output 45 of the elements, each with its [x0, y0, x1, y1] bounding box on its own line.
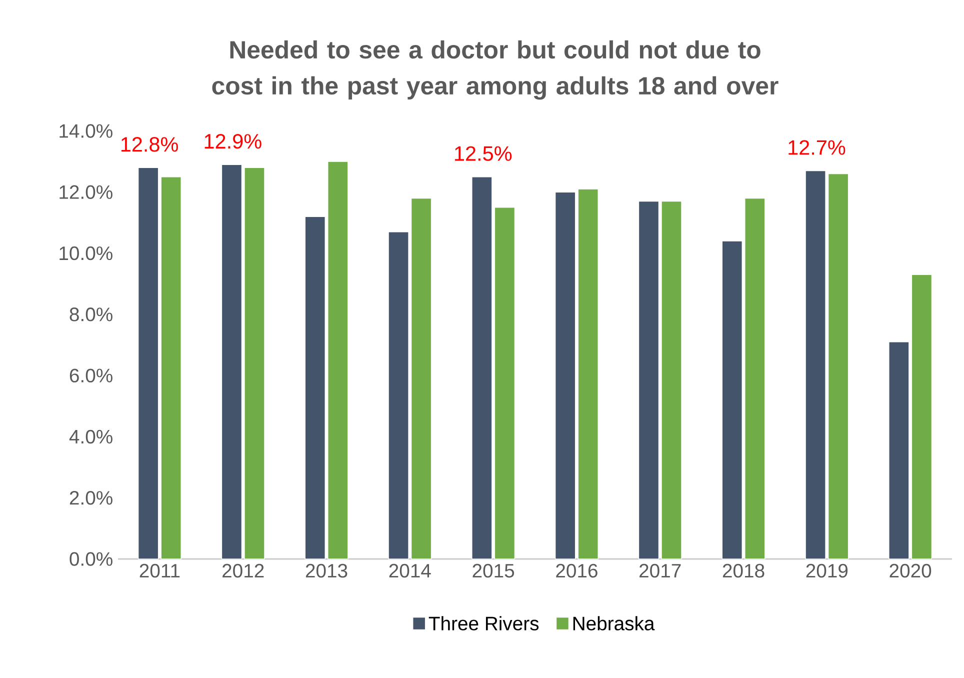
bar [244, 167, 265, 560]
bar [722, 240, 742, 560]
bar [138, 167, 159, 560]
data-label: 12.9% [204, 134, 262, 149]
data-label: 12.5% [455, 146, 512, 161]
x-tick-label: 2016 [556, 564, 598, 578]
bar [578, 188, 598, 560]
x-tick-label: 2011 [140, 564, 180, 578]
data-label: 12.7% [788, 140, 846, 155]
y-tick-label: 2.0% [70, 490, 112, 505]
x-tick-label: 2013 [306, 564, 348, 578]
y-tick-label: 14.0% [60, 124, 112, 138]
bar [911, 274, 932, 560]
bar [328, 161, 348, 560]
x-tick-label: 2015 [472, 564, 514, 578]
bar [805, 170, 826, 560]
y-tick-label: 12.0% [60, 185, 112, 199]
bar [638, 200, 660, 560]
bar [494, 207, 516, 560]
y-tick-label: 6.0% [70, 368, 112, 382]
x-tick-label: 2017 [640, 564, 681, 578]
bar [554, 192, 576, 560]
bar [472, 176, 492, 560]
x-tick-label: 2014 [389, 564, 431, 578]
bar [661, 200, 682, 560]
x-tick-label: 2020 [890, 564, 932, 578]
y-tick-label: 8.0% [70, 308, 112, 322]
bar [160, 176, 182, 560]
y-tick-label: 10.0% [60, 246, 112, 260]
x-tick-label: 2018 [722, 564, 764, 578]
y-tick-label: 4.0% [69, 430, 112, 444]
bar [304, 216, 326, 560]
bar [221, 164, 242, 560]
y-tick-label: 0.0% [70, 552, 112, 566]
chart-title: Needed to see a doctor but could not due to cost in the past year among adults 18 and over [212, 40, 778, 100]
data-label: 12.8% [121, 137, 178, 152]
bar [888, 342, 910, 560]
legend-label: Nebraska [573, 616, 655, 630]
bar [410, 198, 432, 560]
legend-label: Three Rivers [428, 616, 539, 630]
x-tick-label: 2019 [806, 564, 848, 578]
x-tick-label: 2012 [222, 564, 264, 578]
bar [744, 198, 766, 560]
bar [828, 173, 849, 560]
bar [388, 232, 409, 560]
